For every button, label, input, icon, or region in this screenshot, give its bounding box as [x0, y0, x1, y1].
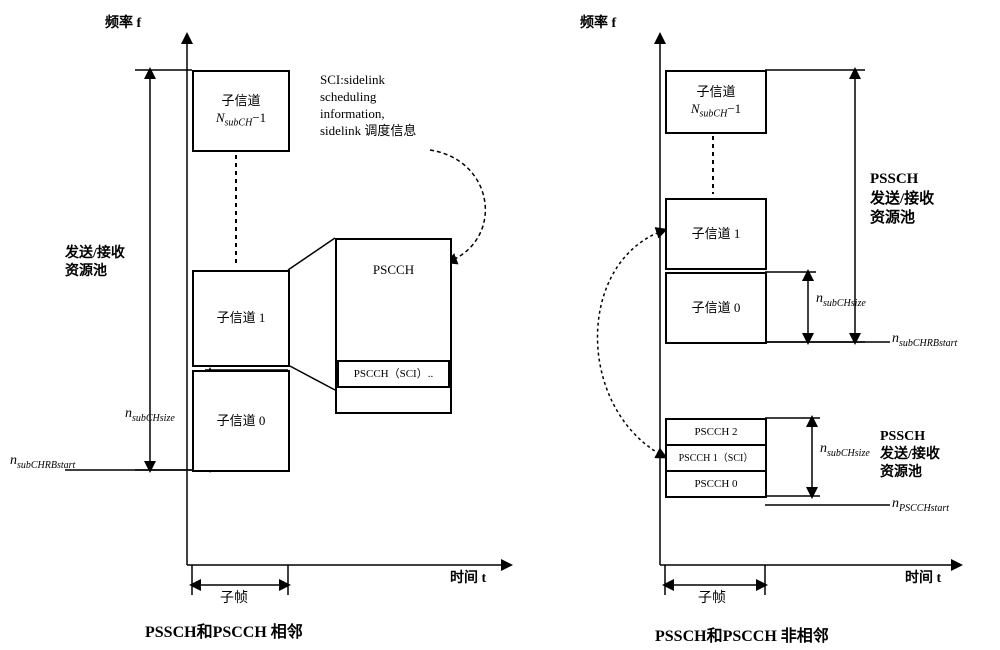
right-panel: 频率 f 时间 t 子信道 NsubCH−1 子信道 1 子信道 0 PSCCH…: [520, 10, 990, 640]
left-n-start: nsubCHRBstart: [10, 452, 75, 472]
right-pscch1: PSCCH 1（SCI）: [665, 444, 767, 472]
right-subframe: 子帧: [698, 590, 726, 608]
left-subframe: 子帧: [220, 590, 248, 608]
left-time-label: 时间 t: [450, 570, 486, 588]
right-time-label: 时间 t: [905, 570, 941, 588]
left-ch-0: 子信道 0: [192, 370, 290, 472]
left-ch-top: 子信道 NsubCH−1: [192, 70, 290, 152]
left-freq-label: 频率 f: [105, 15, 141, 33]
right-n-size2: nsubCHsize: [820, 440, 870, 460]
right-n-start: nsubCHRBstart: [892, 330, 957, 350]
left-panel: 频率 f 时间 t 发送/接收 资源池 子信道 NsubCH−1 子信道 1 子…: [10, 10, 520, 640]
right-n-pscch: nPSCCHstart: [892, 495, 949, 515]
left-ch-1: 子信道 1: [192, 270, 290, 367]
left-pool-label: 发送/接收 资源池: [65, 245, 125, 281]
right-ch-0: 子信道 0: [665, 272, 767, 344]
right-pscch-pool: PSSCH 发送/接收 资源池: [880, 428, 940, 483]
right-pscch2: PSCCH 2: [665, 418, 767, 446]
left-sci-text: SCI:sidelink scheduling information, sid…: [320, 72, 416, 140]
right-n-size: nsubCHsize: [816, 290, 866, 310]
right-ch-top: 子信道 NsubCH−1: [665, 70, 767, 134]
right-pscch0: PSCCH 0: [665, 470, 767, 498]
right-pssch-pool: PSSCH 发送/接收 资源池: [870, 170, 934, 229]
left-expand-sci: PSCCH（SCI）..: [337, 360, 450, 388]
right-freq-label: 频率 f: [580, 15, 616, 33]
right-caption: PSSCH和PSCCH 非相邻: [655, 622, 829, 646]
left-caption: PSSCH和PSCCH 相邻: [145, 618, 303, 642]
right-ch-1: 子信道 1: [665, 198, 767, 270]
left-n-size: nsubCHsize: [125, 405, 175, 425]
